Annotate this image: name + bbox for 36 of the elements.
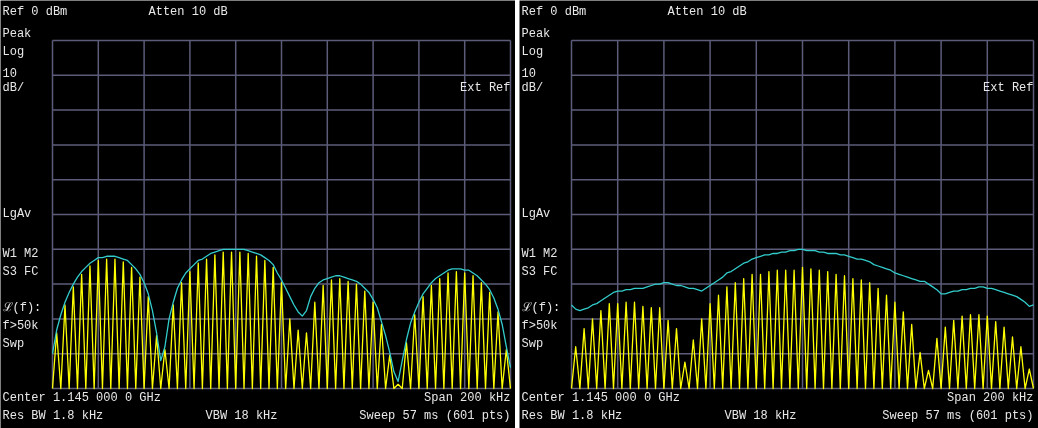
text: 10: [2, 66, 17, 81]
text: 10: [521, 66, 536, 81]
text: Center 1.145 000 0 GHz: [2, 390, 161, 405]
text: f>50k: [2, 318, 39, 333]
text: W1 M2: [2, 246, 39, 261]
text: S3 FC: [2, 264, 39, 279]
text: Ext Ref: [983, 80, 1034, 95]
text: LgAv: [2, 206, 32, 221]
text: W1 M2: [521, 246, 558, 261]
text: Peak: [521, 26, 551, 41]
text: Ref 0 dBm: [2, 4, 68, 19]
text: ℒ(f):: [521, 300, 561, 315]
text: Swp: [521, 336, 544, 351]
text: Res BW 1.8 kHz: [2, 408, 104, 423]
text: Span 200 kHz: [947, 390, 1034, 405]
text: dB/: [521, 80, 544, 95]
text: Swp: [2, 336, 25, 351]
text: VBW 18 kHz: [205, 408, 278, 423]
text: Ext Ref: [460, 80, 511, 95]
text: Res BW 1.8 kHz: [521, 408, 623, 423]
text: Atten 10 dB: [148, 4, 228, 19]
text: Log: [2, 44, 25, 59]
text: Peak: [2, 26, 32, 41]
text: Atten 10 dB: [667, 4, 747, 19]
text: Ref 0 dBm: [521, 4, 587, 19]
text: ℒ(f):: [2, 300, 42, 315]
text: LgAv: [521, 206, 551, 221]
text: dB/: [2, 80, 25, 95]
text: Sweep 57 ms (601 pts): [359, 408, 511, 423]
text: Span 200 kHz: [424, 390, 511, 405]
text: VBW 18 kHz: [724, 408, 797, 423]
text: f>50k: [521, 318, 558, 333]
text: Sweep 57 ms (601 pts): [882, 408, 1034, 423]
text: Log: [521, 44, 544, 59]
text: S3 FC: [521, 264, 558, 279]
text: Center 1.145 000 0 GHz: [521, 390, 680, 405]
